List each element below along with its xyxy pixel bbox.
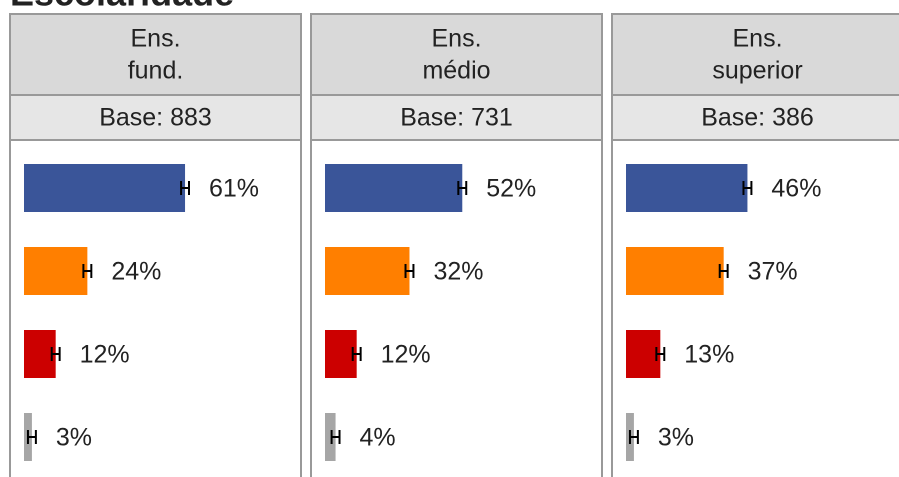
bar bbox=[24, 330, 56, 378]
bar bbox=[325, 164, 463, 212]
bar bbox=[626, 330, 661, 378]
bar bbox=[626, 247, 724, 295]
data-label: 37% bbox=[748, 258, 798, 286]
panel-header-text: Ens. bbox=[732, 25, 782, 53]
panel-base bbox=[310, 94, 603, 141]
panel-base-text: Base: 731 bbox=[400, 104, 513, 132]
data-label: 4% bbox=[360, 424, 396, 452]
data-label: 13% bbox=[684, 341, 734, 369]
panel-header-text: Ens. bbox=[130, 25, 180, 53]
panel-header-text: superior bbox=[712, 57, 802, 85]
panel-header bbox=[9, 13, 302, 96]
data-label: 3% bbox=[56, 424, 92, 452]
data-label: 24% bbox=[111, 258, 161, 286]
panel-base-text: Base: 386 bbox=[701, 104, 814, 132]
panel-header-text: médio bbox=[422, 57, 490, 85]
panel-base bbox=[611, 94, 899, 141]
data-label: 12% bbox=[80, 341, 130, 369]
data-label: 46% bbox=[771, 175, 821, 203]
bar bbox=[626, 164, 748, 212]
data-label: 32% bbox=[433, 258, 483, 286]
panel-base-text: Base: 883 bbox=[99, 104, 212, 132]
panel-header bbox=[310, 13, 603, 96]
bar bbox=[24, 247, 88, 295]
data-label: 3% bbox=[658, 424, 694, 452]
chart-title: Escolaridade bbox=[10, 0, 234, 14]
bar bbox=[325, 247, 410, 295]
bar bbox=[325, 413, 336, 461]
panel-header-text: Ens. bbox=[431, 25, 481, 53]
panel-base bbox=[9, 94, 302, 141]
bar bbox=[24, 164, 186, 212]
bar bbox=[325, 330, 357, 378]
data-label: 12% bbox=[381, 341, 431, 369]
data-label: 61% bbox=[209, 175, 259, 203]
panel-header bbox=[611, 13, 899, 96]
panel-header-text: fund. bbox=[128, 57, 184, 85]
data-label: 52% bbox=[486, 175, 536, 203]
